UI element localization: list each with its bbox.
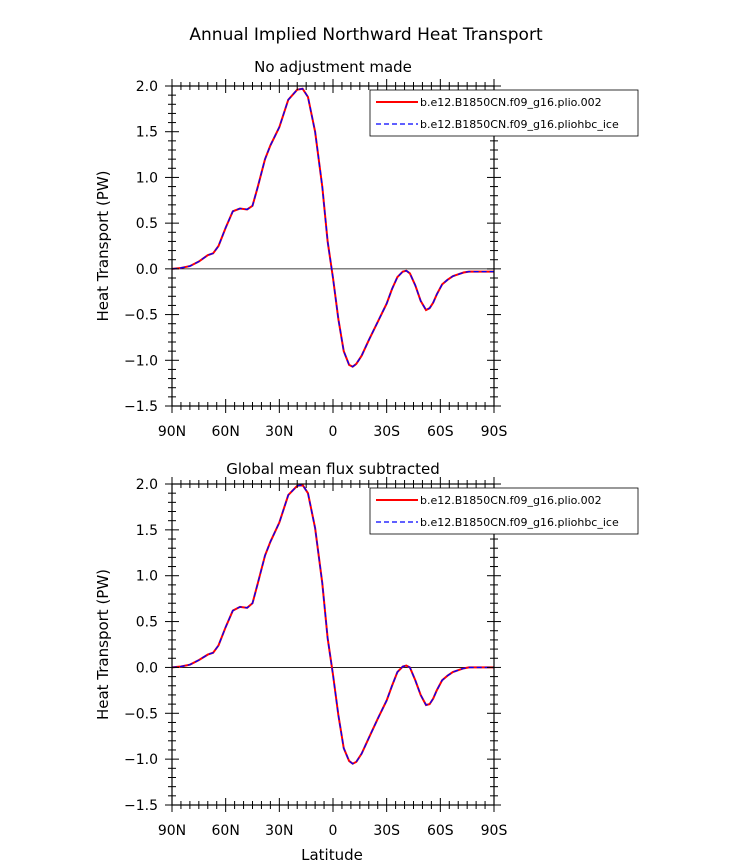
y-tick-label: 1.5 <box>136 125 158 141</box>
y-tick-label: 2.0 <box>136 79 158 95</box>
x-tick-label: 0 <box>329 823 338 839</box>
y-tick-label: 0.5 <box>136 216 158 232</box>
y-tick-label: 0.5 <box>136 615 158 631</box>
legend-label-2: b.e12.B1850CN.f09_g16.pliohbc_ice <box>420 516 619 529</box>
x-tick-label: 90N <box>158 424 186 440</box>
x-axis-label: Latitude <box>301 846 363 860</box>
legend-label-2: b.e12.B1850CN.f09_g16.pliohbc_ice <box>420 118 619 131</box>
y-tick-label: 0.0 <box>136 660 158 676</box>
legend-box <box>369 89 639 137</box>
legend-label-1: b.e12.B1850CN.f09_g16.plio.002 <box>420 494 602 507</box>
subplot-title: Global mean flux subtracted <box>226 460 440 478</box>
figure-title: Annual Implied Northward Heat Transport <box>189 25 543 45</box>
y-tick-label: −0.5 <box>124 706 158 722</box>
x-tick-label: 90N <box>158 823 186 839</box>
legend-label-1: b.e12.B1850CN.f09_g16.plio.002 <box>420 96 602 109</box>
x-tick-label: 90S <box>481 424 508 440</box>
y-tick-label: 1.0 <box>136 569 158 585</box>
x-tick-label: 30N <box>265 424 293 440</box>
y-tick-label: −1.5 <box>124 798 158 814</box>
y-tick-label: 2.0 <box>136 477 158 493</box>
x-tick-label: 90S <box>481 823 508 839</box>
legend: b.e12.B1850CN.f09_g16.plio.002 b.e12.B185… <box>369 89 639 137</box>
y-tick-label: −0.5 <box>124 308 158 324</box>
y-tick-label: 1.5 <box>136 523 158 539</box>
x-tick-label: 60S <box>427 424 454 440</box>
panel-bottom: Global mean flux subtracted 2.0 1.5 1.0 0.5 0… <box>94 460 639 839</box>
y-axis-label: Heat Transport (PW) <box>94 569 112 720</box>
legend-box <box>369 487 639 535</box>
x-tick-label: 30S <box>373 424 400 440</box>
subplot-title: No adjustment made <box>254 58 412 76</box>
x-tick-label: 30S <box>373 823 400 839</box>
x-tick-label: 0 <box>329 424 338 440</box>
y-tick-label: −1.5 <box>124 399 158 415</box>
x-tick-label: 60N <box>212 424 240 440</box>
y-tick-label: −1.0 <box>124 752 158 768</box>
y-tick-label: 1.0 <box>136 170 158 186</box>
y-axis-label: Heat Transport (PW) <box>94 170 112 321</box>
y-tick-label: 0.0 <box>136 262 158 278</box>
series-line-2 <box>171 88 494 368</box>
x-tick-label: 30N <box>265 823 293 839</box>
y-tick-label: −1.0 <box>124 353 158 369</box>
panel-top: No adjustment made 2.0 1.5 1.0 0.5 0.0 −0.5 −1.… <box>94 58 639 440</box>
x-tick-label: 60S <box>427 823 454 839</box>
series-line-2 <box>171 484 494 765</box>
x-tick-label: 60N <box>212 823 240 839</box>
legend: b.e12.B1850CN.f09_g16.plio.002 b.e12.B185… <box>369 487 639 535</box>
